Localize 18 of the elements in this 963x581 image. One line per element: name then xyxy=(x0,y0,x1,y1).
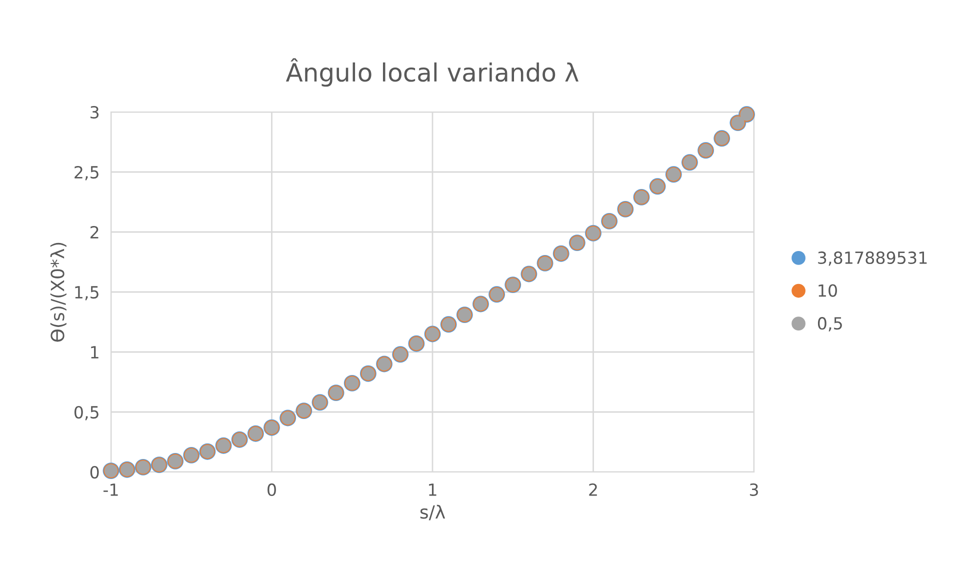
legend-label: 0,5 xyxy=(818,317,842,332)
x-tick-label: 3 xyxy=(750,483,758,496)
chart-title: Ângulo local variando λ xyxy=(286,58,578,87)
y-tick-label: 0 xyxy=(90,466,99,479)
legend-label: 10 xyxy=(818,284,837,297)
x-tick-label: 1 xyxy=(429,484,436,496)
legend-label: 3,817889531 xyxy=(818,251,927,266)
x-axis-title: s/λ xyxy=(420,504,446,520)
y-tick-label: 1,5 xyxy=(75,286,98,300)
y-tick-label: 3 xyxy=(90,106,99,119)
y-axis-title: ϴ(s)/(X0*λ) xyxy=(50,242,66,342)
y-tick-label: 2,5 xyxy=(74,166,98,180)
y-tick-label: 2 xyxy=(90,226,98,238)
x-tick-label: 0 xyxy=(268,483,276,496)
x-tick-label: -1 xyxy=(104,484,118,496)
y-tick-label: 1 xyxy=(91,346,98,358)
x-tick-label: 2 xyxy=(589,483,597,496)
y-tick-label: 0,5 xyxy=(74,406,98,420)
